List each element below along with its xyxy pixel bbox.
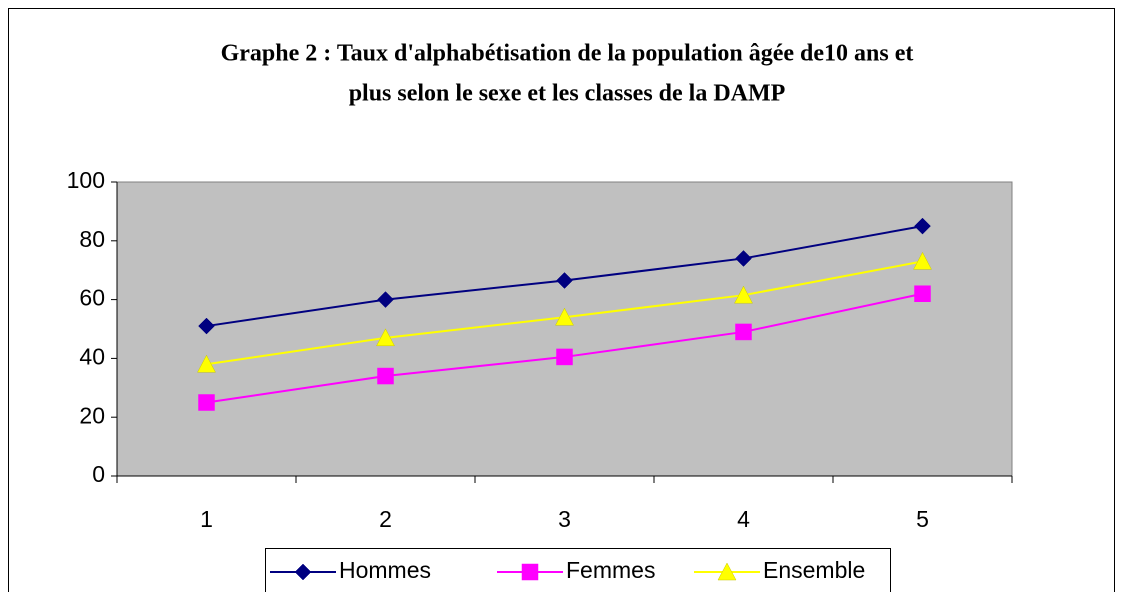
marker xyxy=(556,272,573,289)
marker xyxy=(717,562,737,581)
marker xyxy=(555,307,574,326)
marker xyxy=(198,317,215,335)
marker xyxy=(556,348,573,366)
marker xyxy=(197,354,216,373)
legend-label: Ensemble xyxy=(763,557,865,583)
x-tick-label: 1 xyxy=(200,506,213,532)
chart-title: Graphe 2 : Taux d'alphabétisation de la … xyxy=(221,41,914,67)
legend xyxy=(265,548,891,592)
x-tick-label: 2 xyxy=(379,506,392,532)
x-tick-label: 4 xyxy=(737,506,750,532)
marker xyxy=(377,291,394,308)
y-tick-label: 40 xyxy=(79,343,105,369)
chart-title: plus selon le sexe et les classes de la … xyxy=(349,81,786,107)
marker xyxy=(913,251,932,270)
y-tick-label: 20 xyxy=(79,402,105,428)
marker xyxy=(376,328,395,347)
marker xyxy=(198,394,215,411)
marker xyxy=(521,563,539,581)
y-tick-label: 0 xyxy=(92,461,105,487)
marker xyxy=(735,323,752,341)
x-tick-label: 5 xyxy=(916,506,929,532)
y-tick-label: 80 xyxy=(79,226,105,252)
plot-area xyxy=(116,181,1013,477)
marker xyxy=(734,285,753,304)
marker xyxy=(735,250,752,267)
marker xyxy=(914,285,931,302)
marker xyxy=(377,367,394,385)
marker xyxy=(294,563,312,581)
y-tick-label: 100 xyxy=(67,167,105,193)
marker xyxy=(914,217,931,235)
x-tick-label: 3 xyxy=(558,506,571,532)
y-tick-label: 60 xyxy=(79,285,105,311)
legend-label: Femmes xyxy=(566,557,655,583)
legend-label: Hommes xyxy=(339,557,431,583)
